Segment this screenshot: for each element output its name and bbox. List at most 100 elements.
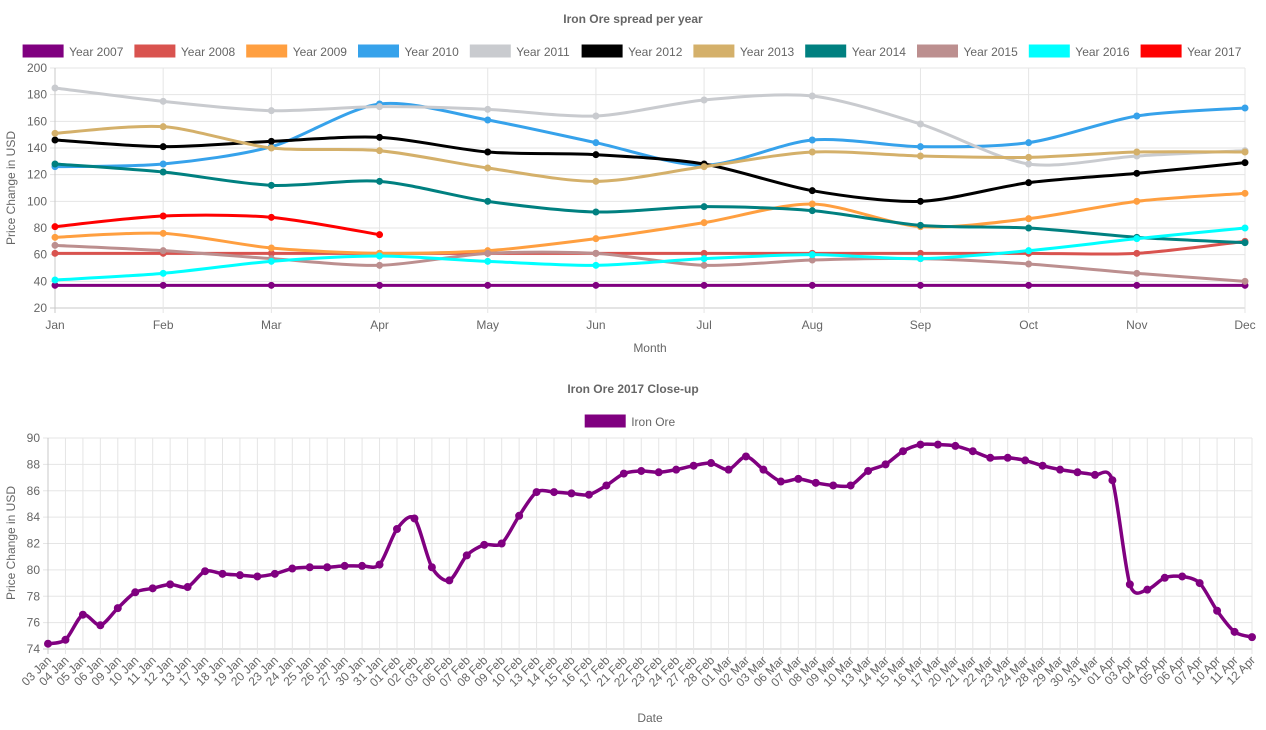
data-point[interactable] bbox=[933, 440, 942, 449]
data-point[interactable] bbox=[183, 583, 192, 592]
data-point[interactable] bbox=[1248, 633, 1256, 642]
data-point[interactable] bbox=[1025, 139, 1033, 147]
data-point[interactable] bbox=[811, 478, 820, 487]
data-point[interactable] bbox=[484, 116, 492, 124]
legend-item[interactable]: Year 2008 bbox=[134, 44, 236, 59]
data-point[interactable] bbox=[51, 84, 59, 92]
data-point[interactable] bbox=[808, 251, 816, 259]
data-point[interactable] bbox=[899, 447, 908, 456]
data-point[interactable] bbox=[376, 231, 384, 239]
data-point[interactable] bbox=[808, 281, 816, 289]
data-point[interactable] bbox=[1195, 579, 1204, 588]
data-point[interactable] bbox=[592, 112, 600, 120]
data-point[interactable] bbox=[484, 249, 492, 257]
data-point[interactable] bbox=[497, 539, 506, 548]
data-point[interactable] bbox=[1108, 476, 1117, 485]
data-point[interactable] bbox=[358, 561, 367, 570]
data-point[interactable] bbox=[1241, 159, 1249, 167]
data-point[interactable] bbox=[323, 563, 332, 572]
data-point[interactable] bbox=[201, 567, 210, 576]
data-point[interactable] bbox=[672, 465, 681, 474]
data-point[interactable] bbox=[267, 107, 275, 115]
data-point[interactable] bbox=[567, 489, 576, 498]
data-point[interactable] bbox=[159, 97, 167, 105]
data-point[interactable] bbox=[700, 261, 708, 269]
legend-item[interactable]: Year 2015 bbox=[917, 44, 1019, 59]
data-point[interactable] bbox=[1241, 189, 1249, 197]
data-point[interactable] bbox=[1133, 269, 1141, 277]
data-point[interactable] bbox=[1133, 169, 1141, 177]
data-point[interactable] bbox=[1003, 453, 1012, 462]
data-point[interactable] bbox=[148, 584, 157, 593]
data-point[interactable] bbox=[1025, 224, 1033, 232]
data-point[interactable] bbox=[484, 148, 492, 156]
data-point[interactable] bbox=[267, 144, 275, 152]
legend-item[interactable]: Year 2012 bbox=[581, 44, 683, 59]
data-point[interactable] bbox=[484, 105, 492, 113]
data-point[interactable] bbox=[51, 136, 59, 144]
data-point[interactable] bbox=[1133, 235, 1141, 243]
data-point[interactable] bbox=[1133, 197, 1141, 205]
data-point[interactable] bbox=[376, 252, 384, 260]
data-point[interactable] bbox=[376, 177, 384, 185]
data-point[interactable] bbox=[51, 241, 59, 249]
data-point[interactable] bbox=[592, 208, 600, 216]
data-point[interactable] bbox=[592, 177, 600, 185]
data-point[interactable] bbox=[410, 514, 419, 523]
data-point[interactable] bbox=[376, 133, 384, 141]
data-point[interactable] bbox=[1025, 260, 1033, 268]
data-point[interactable] bbox=[1133, 249, 1141, 257]
data-point[interactable] bbox=[1230, 627, 1239, 636]
data-point[interactable] bbox=[484, 197, 492, 205]
data-point[interactable] bbox=[1125, 580, 1134, 589]
data-point[interactable] bbox=[159, 229, 167, 237]
data-point[interactable] bbox=[808, 207, 816, 215]
data-point[interactable] bbox=[1038, 461, 1047, 470]
data-point[interactable] bbox=[619, 469, 628, 478]
data-point[interactable] bbox=[707, 459, 716, 468]
data-point[interactable] bbox=[808, 187, 816, 195]
data-point[interactable] bbox=[305, 563, 314, 572]
data-point[interactable] bbox=[218, 569, 227, 578]
data-point[interactable] bbox=[1090, 470, 1099, 479]
data-point[interactable] bbox=[484, 164, 492, 172]
data-point[interactable] bbox=[427, 563, 436, 572]
data-point[interactable] bbox=[916, 120, 924, 128]
legend-item[interactable]: Iron Ore bbox=[584, 414, 676, 429]
data-point[interactable] bbox=[776, 477, 785, 486]
data-point[interactable] bbox=[267, 181, 275, 189]
data-point[interactable] bbox=[1025, 160, 1033, 168]
data-point[interactable] bbox=[1241, 148, 1249, 156]
data-point[interactable] bbox=[1025, 215, 1033, 223]
data-point[interactable] bbox=[916, 152, 924, 160]
data-point[interactable] bbox=[637, 466, 646, 475]
data-point[interactable] bbox=[592, 261, 600, 269]
data-point[interactable] bbox=[808, 200, 816, 208]
data-point[interactable] bbox=[1025, 153, 1033, 161]
data-point[interactable] bbox=[916, 255, 924, 263]
data-point[interactable] bbox=[700, 203, 708, 211]
data-point[interactable] bbox=[741, 452, 750, 461]
legend-item[interactable]: Year 2007 bbox=[22, 44, 124, 59]
data-point[interactable] bbox=[1241, 277, 1249, 285]
data-point[interactable] bbox=[1073, 468, 1082, 477]
data-point[interactable] bbox=[1143, 585, 1152, 594]
data-point[interactable] bbox=[51, 129, 59, 137]
data-point[interactable] bbox=[724, 465, 733, 474]
data-point[interactable] bbox=[829, 481, 838, 490]
data-point[interactable] bbox=[376, 281, 384, 289]
data-point[interactable] bbox=[51, 249, 59, 257]
data-point[interactable] bbox=[689, 461, 698, 470]
data-point[interactable] bbox=[96, 621, 105, 630]
data-point[interactable] bbox=[267, 257, 275, 265]
data-point[interactable] bbox=[602, 481, 611, 490]
data-point[interactable] bbox=[700, 281, 708, 289]
data-point[interactable] bbox=[1133, 281, 1141, 289]
data-point[interactable] bbox=[159, 160, 167, 168]
data-point[interactable] bbox=[592, 139, 600, 147]
data-point[interactable] bbox=[592, 235, 600, 243]
data-point[interactable] bbox=[462, 551, 471, 560]
data-point[interactable] bbox=[270, 569, 279, 578]
data-point[interactable] bbox=[375, 560, 384, 569]
data-point[interactable] bbox=[267, 137, 275, 145]
